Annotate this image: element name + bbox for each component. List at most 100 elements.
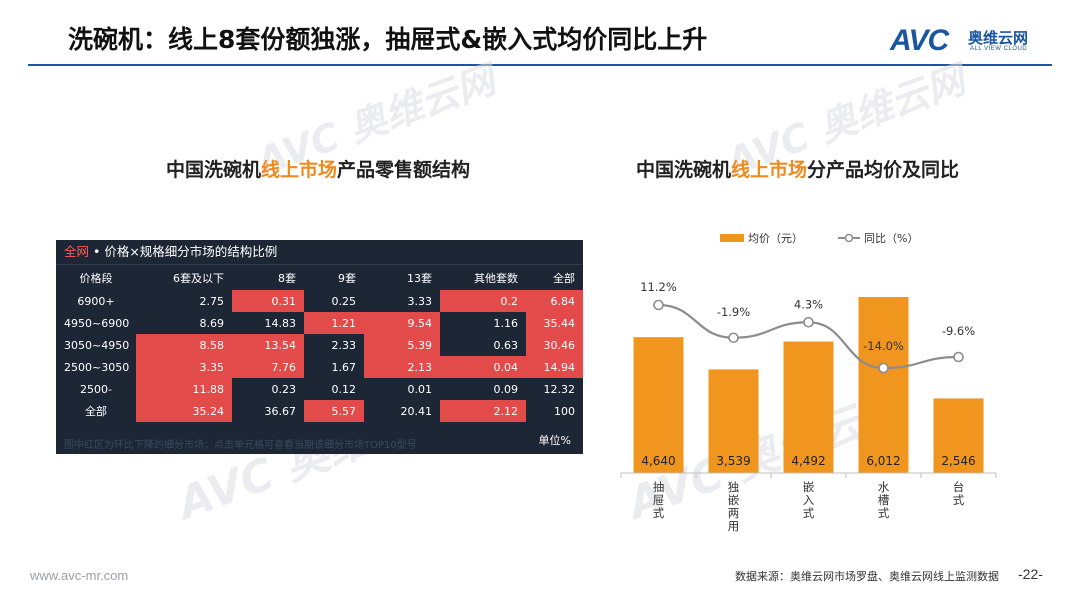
table-cell[interactable]: 5.57 bbox=[304, 400, 364, 422]
avc-logo: AVC 奥维云网 ALL VIEW CLOUD bbox=[890, 22, 1055, 62]
table-cell[interactable]: 3.35 bbox=[136, 356, 232, 378]
table-cell[interactable]: 2.33 bbox=[331, 338, 357, 352]
table-row: 2500~3050 3.35 7.76 1.67 2.13 0.04 14.94 bbox=[56, 356, 583, 378]
table-cell[interactable]: 2.12 bbox=[440, 400, 526, 422]
table-column-header: 8套 bbox=[278, 272, 296, 285]
logo-english: ALL VIEW CLOUD bbox=[970, 46, 1028, 52]
table-cell[interactable]: 14.94 bbox=[526, 356, 583, 378]
right-chart-title: 中国洗碗机线上市场分产品均价及同比 bbox=[636, 155, 959, 182]
table-cell[interactable]: 0.01 bbox=[407, 382, 433, 396]
bar-value-label: 3,539 bbox=[716, 454, 750, 468]
table-cell[interactable]: 1.21 bbox=[304, 312, 364, 334]
yoy-point bbox=[653, 299, 664, 311]
left-chart-title: 中国洗碗机线上市场产品零售额结构 bbox=[166, 155, 470, 182]
table-cell[interactable]: 0.63 bbox=[493, 338, 519, 352]
yoy-point bbox=[803, 316, 814, 328]
table-row-label: 3050~4950 bbox=[64, 338, 130, 352]
table-cell[interactable]: 5.39 bbox=[364, 334, 440, 356]
table-cell[interactable]: 12.32 bbox=[543, 382, 576, 396]
table-row-label: 2500~3050 bbox=[64, 360, 130, 374]
legend-line-marker bbox=[844, 233, 854, 243]
table-cell[interactable]: 8.58 bbox=[136, 334, 232, 356]
table-cell[interactable]: 6.84 bbox=[526, 290, 583, 312]
bars: 4,640 3,539 4,492 6,012 2,546 bbox=[633, 297, 984, 473]
x-tick-label-char: 独 bbox=[728, 480, 740, 494]
bar bbox=[633, 337, 684, 473]
legend-bar-label: 均价（元） bbox=[748, 232, 803, 245]
table-column-header: 6套及以下 bbox=[173, 272, 224, 285]
table-cell[interactable]: 13.54 bbox=[232, 334, 304, 356]
bar-value-label: 4,492 bbox=[791, 454, 825, 468]
bar-value-label: 6,012 bbox=[866, 454, 900, 468]
table-panel-title: • 价格×规格细分市场的结构比例 bbox=[89, 244, 278, 259]
table-cell[interactable]: 9.54 bbox=[364, 312, 440, 334]
all-network-label: 全网 bbox=[64, 244, 90, 259]
table-cell[interactable]: 1.16 bbox=[493, 316, 519, 330]
table-row: 2500- 11.88 0.23 0.12 0.01 0.09 12.32 bbox=[56, 378, 583, 400]
table-cell[interactable]: 0.25 bbox=[331, 294, 357, 308]
logo-chinese: 奥维云网 bbox=[968, 29, 1029, 47]
title-highlight: 线上市场 bbox=[731, 159, 808, 181]
x-tick-label-char: 水 bbox=[878, 480, 890, 494]
x-tick-label-char: 用 bbox=[728, 519, 740, 533]
table-row-label: 4950~6900 bbox=[64, 316, 130, 330]
x-tick-label-char: 式 bbox=[953, 493, 965, 507]
page-number: -22- bbox=[1018, 566, 1043, 582]
table-cell[interactable]: 0.09 bbox=[493, 382, 519, 396]
table-cell[interactable]: 2.13 bbox=[364, 356, 440, 378]
title-highlight: 线上市场 bbox=[261, 159, 338, 181]
footer-source: 数据来源：奥维云网市场罗盘、奥维云网线上监测数据 bbox=[735, 570, 999, 583]
table-cell[interactable]: 1.67 bbox=[331, 360, 357, 374]
bar bbox=[933, 398, 984, 473]
yoy-value-label: -1.9% bbox=[717, 305, 750, 319]
table-cell[interactable]: 3.33 bbox=[407, 294, 433, 308]
table-column-header: 13套 bbox=[407, 272, 432, 285]
x-tick-label-char: 嵌 bbox=[803, 480, 815, 494]
table-cell[interactable]: 2.75 bbox=[199, 294, 225, 308]
table-panel-header: 全网 • 价格×规格细分市场的结构比例 bbox=[56, 240, 583, 265]
table-cell[interactable]: 0.31 bbox=[232, 290, 304, 312]
table-row-label: 2500- bbox=[80, 382, 112, 396]
yoy-value-label: 11.2% bbox=[640, 280, 677, 294]
yoy-point bbox=[878, 362, 889, 374]
table-cell[interactable]: 0.12 bbox=[331, 382, 357, 396]
table-cell[interactable]: 36.67 bbox=[264, 404, 297, 418]
table-cell[interactable]: 35.24 bbox=[136, 400, 232, 422]
yoy-value-label: -14.0% bbox=[863, 339, 904, 353]
table-cell[interactable]: 100 bbox=[554, 404, 575, 418]
yoy-line: 11.2% -1.9% 4.3% -14.0% -9.6% bbox=[640, 280, 975, 374]
table-row: 4950~6900 8.69 14.83 1.21 9.54 1.16 35.44 bbox=[56, 312, 583, 334]
table-column-header: 其他套数 bbox=[474, 272, 518, 285]
structure-table-panel: 全网 • 价格×规格细分市场的结构比例 价格段 6套及以下 8套 9套 13套 其他套数全… bbox=[56, 240, 583, 454]
table-row-label: 6900+ bbox=[77, 294, 115, 308]
x-tick-label-char: 抽 bbox=[653, 480, 665, 494]
table-column-header: 9套 bbox=[338, 272, 356, 285]
logo-mark: AVC bbox=[890, 24, 949, 57]
bar-value-label: 4,640 bbox=[641, 454, 675, 468]
table-cell[interactable]: 0.2 bbox=[440, 290, 526, 312]
table-cell[interactable]: 0.04 bbox=[440, 356, 526, 378]
table-column-header: 全部 bbox=[553, 272, 575, 285]
bar bbox=[858, 297, 909, 473]
table-cell[interactable]: 8.69 bbox=[199, 316, 225, 330]
table-cell[interactable]: 20.41 bbox=[400, 404, 433, 418]
chart-legend: 均价（元） 同比（%） bbox=[720, 232, 918, 245]
legend-line-label: 同比（%） bbox=[864, 232, 918, 245]
table-header-row: 价格段 6套及以下 8套 9套 13套 其他套数 全部 bbox=[56, 266, 583, 290]
bar-value-label: 2,546 bbox=[941, 454, 975, 468]
table-cell[interactable]: 35.44 bbox=[526, 312, 583, 334]
x-tick-label-char: 两 bbox=[728, 506, 740, 520]
table-row: 全部 35.24 36.67 5.57 20.41 2.12 100 bbox=[56, 400, 583, 422]
structure-table: 价格段 6套及以下 8套 9套 13套 其他套数 全部 6900+ 2.75 0.31 0.25 3… bbox=[56, 266, 583, 422]
table-cell[interactable]: 7.76 bbox=[232, 356, 304, 378]
bar bbox=[783, 341, 834, 473]
table-cell[interactable]: 14.83 bbox=[264, 316, 297, 330]
table-unit: 单位% bbox=[538, 434, 571, 447]
table-row-label: 全部 bbox=[85, 405, 107, 418]
x-tick-label-char: 屉 bbox=[653, 493, 665, 507]
table-row: 3050~4950 8.58 13.54 2.33 5.39 0.63 30.46 bbox=[56, 334, 583, 356]
table-cell[interactable]: 30.46 bbox=[526, 334, 583, 356]
table-cell[interactable]: 0.23 bbox=[271, 382, 297, 396]
table-cell[interactable]: 11.88 bbox=[136, 378, 232, 400]
